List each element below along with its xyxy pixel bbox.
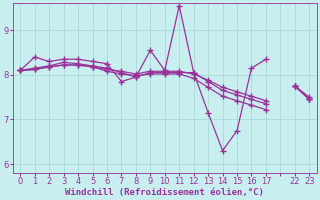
X-axis label: Windchill (Refroidissement éolien,°C): Windchill (Refroidissement éolien,°C) — [65, 188, 264, 197]
